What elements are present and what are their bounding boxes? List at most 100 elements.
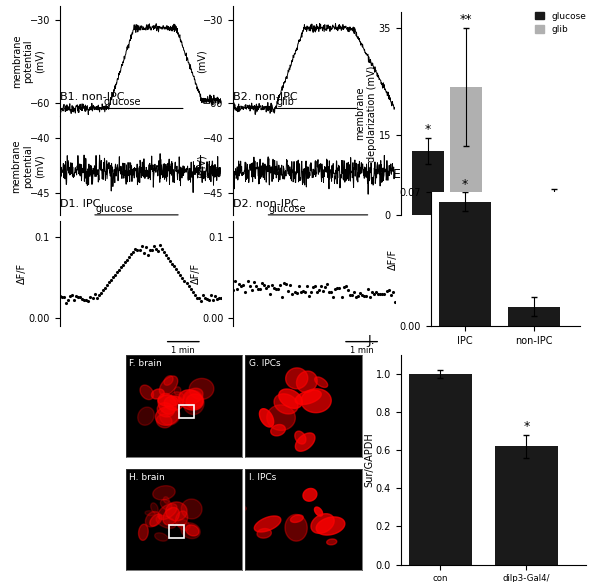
Text: 1 min: 1 min [172, 134, 195, 143]
Polygon shape [181, 499, 202, 519]
Polygon shape [297, 371, 317, 392]
Y-axis label: (mV): (mV) [197, 49, 207, 73]
Polygon shape [152, 486, 175, 500]
Polygon shape [145, 512, 160, 527]
Polygon shape [301, 389, 331, 413]
Text: 1 min: 1 min [172, 346, 195, 355]
Y-axis label: ΔF/F: ΔF/F [191, 263, 201, 284]
Polygon shape [156, 515, 176, 528]
Polygon shape [151, 389, 164, 399]
Polygon shape [150, 514, 162, 526]
Polygon shape [183, 388, 203, 404]
Polygon shape [236, 505, 246, 512]
Bar [450, 87, 481, 215]
Text: glucose: glucose [269, 204, 306, 214]
Text: D1. IPC: D1. IPC [60, 198, 100, 208]
Polygon shape [327, 539, 337, 545]
Polygon shape [260, 409, 274, 427]
Polygon shape [160, 499, 172, 510]
Y-axis label: membrane
potential
(mV): membrane potential (mV) [12, 34, 45, 88]
Text: **: ** [459, 13, 472, 26]
Polygon shape [285, 514, 307, 541]
Polygon shape [166, 502, 187, 521]
Polygon shape [295, 431, 306, 444]
Text: G. IPCs: G. IPCs [249, 359, 280, 368]
Text: J.: J. [367, 333, 375, 347]
Bar [439, 201, 491, 326]
Polygon shape [303, 488, 317, 501]
Bar [411, 151, 444, 215]
Polygon shape [174, 387, 181, 395]
Text: 1 min: 1 min [350, 234, 374, 243]
Polygon shape [164, 396, 183, 410]
Bar [508, 307, 560, 326]
Bar [495, 446, 559, 565]
Y-axis label: ΔF/F: ΔF/F [17, 263, 28, 284]
Polygon shape [286, 368, 308, 389]
Text: *: * [462, 178, 468, 191]
Polygon shape [179, 390, 203, 410]
Polygon shape [274, 394, 298, 414]
Polygon shape [181, 523, 200, 539]
Y-axis label: Sur/GAPDH: Sur/GAPDH [364, 432, 374, 487]
Polygon shape [160, 406, 180, 425]
Polygon shape [257, 528, 271, 538]
Text: glucose: glucose [103, 98, 141, 108]
Y-axis label: membrane
potential
(mV): membrane potential (mV) [11, 139, 45, 193]
Text: C: C [367, 0, 376, 1]
Polygon shape [315, 507, 323, 516]
Text: I. IPCs: I. IPCs [249, 473, 276, 481]
Polygon shape [311, 514, 334, 533]
Polygon shape [158, 393, 176, 414]
Polygon shape [163, 496, 169, 503]
Text: 1 min: 1 min [350, 346, 374, 355]
Text: 1 min: 1 min [350, 134, 374, 143]
Text: 1 min: 1 min [172, 234, 195, 243]
Y-axis label: (mV): (mV) [197, 154, 206, 178]
Bar [500, 205, 532, 215]
Text: glib: glib [277, 98, 295, 108]
Bar [169, 524, 184, 538]
Polygon shape [140, 385, 154, 400]
Polygon shape [295, 390, 321, 404]
Polygon shape [163, 508, 179, 525]
Polygon shape [175, 511, 188, 527]
Polygon shape [170, 396, 184, 404]
Bar [408, 374, 472, 565]
Text: non-IPC: non-IPC [516, 242, 554, 252]
Polygon shape [155, 533, 167, 541]
Y-axis label: ΔF/F: ΔF/F [388, 249, 398, 269]
Polygon shape [186, 525, 199, 536]
Text: *: * [523, 420, 530, 433]
Polygon shape [155, 406, 179, 425]
Polygon shape [138, 407, 154, 425]
Text: F. brain: F. brain [129, 359, 162, 368]
Polygon shape [139, 524, 148, 540]
Polygon shape [315, 377, 328, 388]
Y-axis label: membrane
depolarization (mV): membrane depolarization (mV) [356, 65, 377, 162]
Polygon shape [189, 378, 214, 399]
Polygon shape [164, 376, 173, 385]
Polygon shape [267, 405, 295, 431]
Polygon shape [254, 516, 281, 532]
Text: D2. non-IPC: D2. non-IPC [233, 198, 299, 208]
Polygon shape [295, 433, 315, 451]
Polygon shape [279, 389, 303, 409]
Polygon shape [151, 503, 158, 513]
Text: H. brain: H. brain [129, 473, 165, 481]
Bar [538, 197, 570, 215]
Polygon shape [158, 503, 177, 520]
Polygon shape [157, 403, 174, 417]
Text: *: * [425, 123, 431, 136]
Polygon shape [271, 424, 285, 436]
Legend: glucose, glib: glucose, glib [535, 12, 586, 34]
Polygon shape [291, 515, 303, 523]
Text: glucose: glucose [95, 204, 133, 214]
Text: E: E [393, 168, 401, 182]
Polygon shape [186, 394, 203, 409]
Polygon shape [171, 392, 184, 401]
Text: B2. non-IPC: B2. non-IPC [233, 91, 298, 101]
Polygon shape [316, 517, 345, 535]
Polygon shape [160, 376, 178, 395]
Polygon shape [157, 414, 172, 428]
